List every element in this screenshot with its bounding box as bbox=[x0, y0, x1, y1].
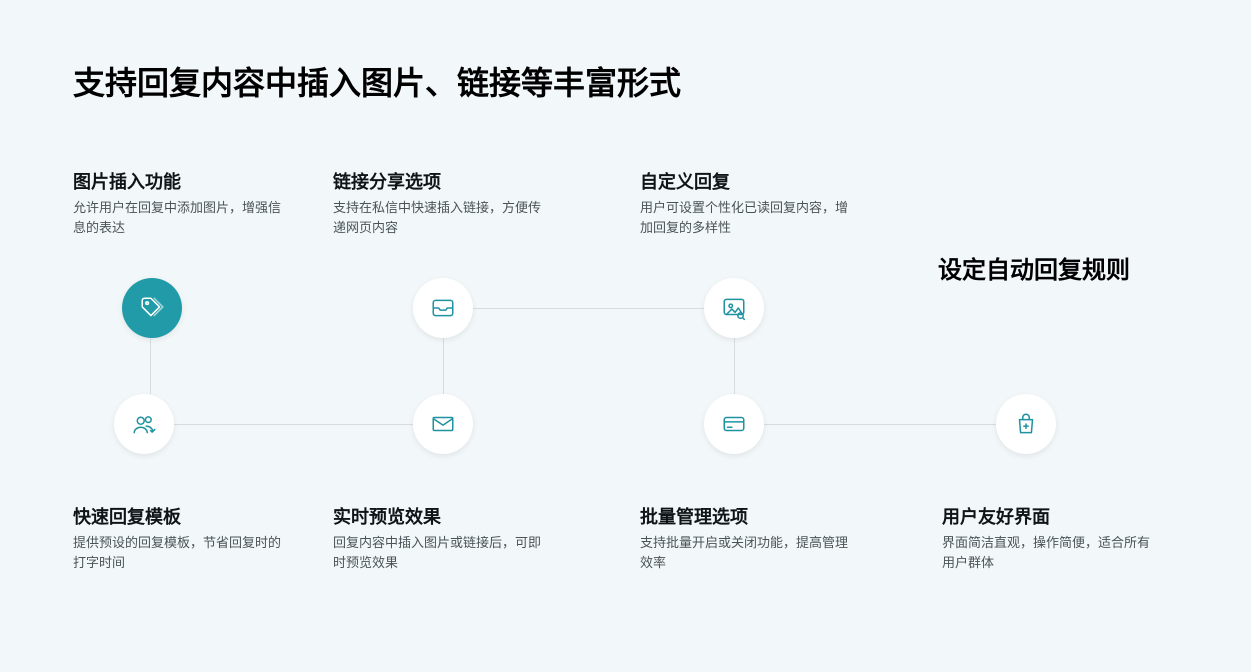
section-title: 设定自动回复规则 bbox=[938, 250, 1130, 285]
feature-title-f3: 自定义回复 bbox=[640, 168, 730, 194]
feature-desc-f7: 界面简洁直观，操作简便，适合所有用户群体 bbox=[942, 533, 1162, 573]
feature-title-f4: 快速回复模板 bbox=[73, 503, 181, 529]
feature-title-f5: 实时预览效果 bbox=[333, 503, 441, 529]
feature-title-f2: 链接分享选项 bbox=[333, 168, 441, 194]
feature-desc-f4: 提供预设的回复模板，节省回复时的打字时间 bbox=[73, 533, 293, 573]
connector bbox=[473, 308, 704, 309]
page-title: 支持回复内容中插入图片、链接等丰富形式 bbox=[73, 58, 681, 104]
node-users-icon bbox=[114, 394, 174, 454]
node-drawer-icon bbox=[413, 278, 473, 338]
feature-desc-f2: 支持在私信中快速插入链接，方便传递网页内容 bbox=[333, 198, 553, 238]
connector bbox=[734, 338, 735, 394]
node-picture-icon bbox=[704, 278, 764, 338]
connector bbox=[174, 424, 413, 425]
connector bbox=[443, 338, 444, 394]
feature-desc-f1: 允许用户在回复中添加图片，增强信息的表达 bbox=[73, 198, 293, 238]
node-card-icon bbox=[704, 394, 764, 454]
feature-desc-f3: 用户可设置个性化已读回复内容，增加回复的多样性 bbox=[640, 198, 860, 238]
node-bag-icon bbox=[996, 394, 1056, 454]
feature-title-f6: 批量管理选项 bbox=[640, 503, 748, 529]
connector bbox=[764, 424, 996, 425]
feature-desc-f6: 支持批量开启或关闭功能，提高管理效率 bbox=[640, 533, 860, 573]
feature-title-f7: 用户友好界面 bbox=[942, 503, 1050, 529]
node-envelope-icon bbox=[413, 394, 473, 454]
node-tag-icon bbox=[122, 278, 182, 338]
connector bbox=[150, 338, 151, 394]
feature-desc-f5: 回复内容中插入图片或链接后，可即时预览效果 bbox=[333, 533, 553, 573]
feature-title-f1: 图片插入功能 bbox=[73, 168, 181, 194]
